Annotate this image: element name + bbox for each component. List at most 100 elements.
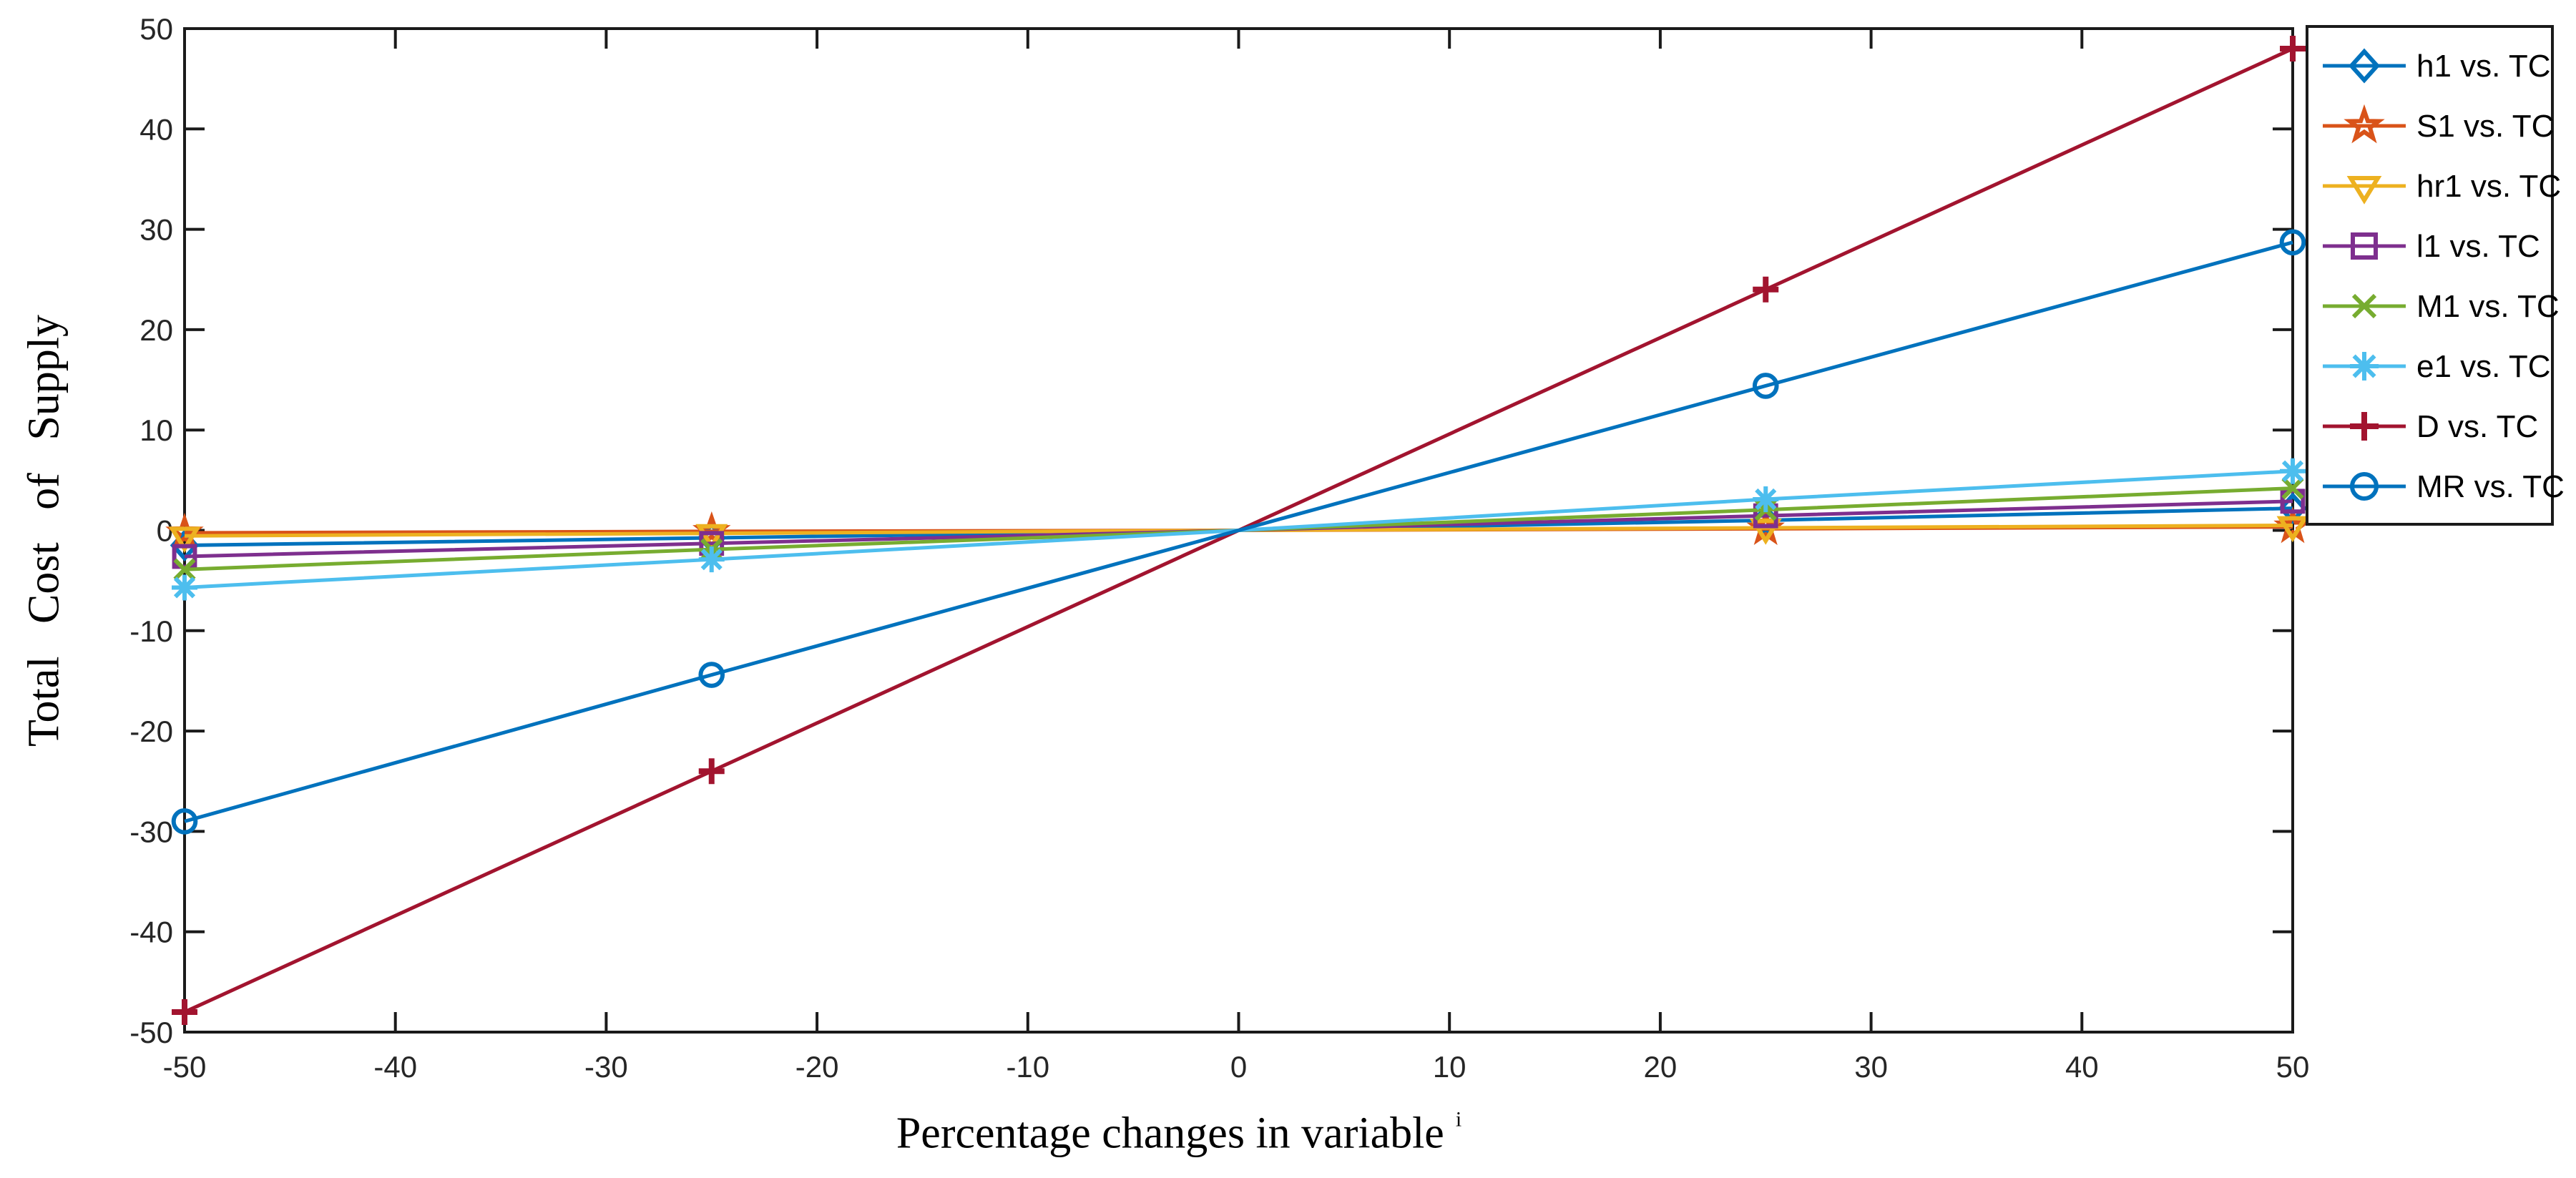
data-marker <box>1753 276 1779 303</box>
plus-glyph <box>2280 36 2306 62</box>
square-glyph <box>2351 232 2378 260</box>
x-axis-label-subscript: i <box>1455 1107 1462 1132</box>
legend-marker <box>2351 232 2378 260</box>
legend-label: S1 vs. TC <box>2416 109 2554 144</box>
x-tick-label: 20 <box>1644 1050 1678 1084</box>
x-tick-label: -40 <box>373 1050 417 1084</box>
data-marker <box>2280 458 2306 484</box>
data-marker <box>698 546 725 573</box>
pentagram-glyph <box>2344 104 2385 144</box>
triangle-down-glyph <box>2276 516 2309 543</box>
circle-glyph <box>1752 373 1779 399</box>
legend-marker <box>2351 293 2377 319</box>
data-marker <box>1753 486 1779 513</box>
y-tick-label: 0 <box>157 514 173 548</box>
x-glyph <box>173 558 196 581</box>
triangle-down-glyph <box>2346 176 2382 205</box>
legend-marker <box>2350 472 2379 501</box>
plus-glyph <box>172 998 197 1025</box>
y-tick-label: 30 <box>139 213 173 247</box>
x-tick-label: -50 <box>163 1050 207 1084</box>
plus-glyph <box>1753 276 1779 303</box>
x-tick-label: 30 <box>1854 1050 1888 1084</box>
y-tick-label: -10 <box>129 614 173 648</box>
legend-marker <box>2344 104 2385 144</box>
legend: h1 vs. TC S1 vs. TC hr1 vs. TC l1 vs. TC M1 … <box>2306 25 2565 526</box>
diamond-glyph <box>2278 492 2308 525</box>
legend-marker <box>2348 48 2381 84</box>
data-marker <box>172 574 197 601</box>
circle-glyph <box>698 662 725 688</box>
plus-glyph <box>2350 412 2379 441</box>
circle-glyph <box>171 808 198 835</box>
legend-item: e1 vs. TC <box>2323 349 2550 384</box>
triangle-down-glyph <box>168 526 201 553</box>
data-marker <box>168 526 201 553</box>
legend-label: e1 vs. TC <box>2416 349 2550 384</box>
data-marker <box>695 524 728 551</box>
y-tick-label: -30 <box>129 815 173 848</box>
triangle-down-glyph <box>695 524 728 551</box>
plus-glyph <box>698 758 725 785</box>
y-tick-label: 40 <box>139 112 173 146</box>
asterisk-glyph <box>172 574 197 601</box>
legend-item: h1 vs. TC <box>2323 48 2550 84</box>
legend-item: M1 vs. TC <box>2323 289 2560 324</box>
data-marker <box>698 758 725 785</box>
legend-label: hr1 vs. TC <box>2416 169 2561 204</box>
legend-label: h1 vs. TC <box>2416 49 2550 84</box>
circle-glyph <box>2350 472 2379 501</box>
data-marker <box>2279 229 2306 256</box>
data-marker <box>2278 492 2308 525</box>
data-marker <box>172 998 197 1025</box>
y-tick-label: -40 <box>129 916 173 949</box>
circle-glyph <box>2279 229 2306 256</box>
x-axis-label: Percentage changes in variable i <box>896 1107 1462 1159</box>
diamond-glyph <box>2348 48 2381 84</box>
data-marker <box>171 808 198 835</box>
x-glyph <box>2281 476 2304 500</box>
triangle-down-glyph <box>1749 519 1782 545</box>
legend-item: hr1 vs. TC <box>2323 169 2561 205</box>
x-tick-label: -20 <box>795 1050 839 1084</box>
x-tick-label: 10 <box>1433 1050 1466 1084</box>
x-axis-label-text: Percentage changes in variable <box>896 1109 1444 1158</box>
legend-marker <box>2346 176 2382 205</box>
data-marker <box>2281 476 2304 500</box>
legend-item: D vs. TC <box>2323 409 2538 444</box>
x-tick-label: 0 <box>1230 1050 1247 1084</box>
x-tick-label: -30 <box>584 1050 628 1084</box>
data-marker <box>2276 516 2309 543</box>
asterisk-glyph <box>2350 352 2379 381</box>
legend-marker <box>2350 412 2379 441</box>
x-tick-label: 40 <box>2065 1050 2099 1084</box>
legend-label: MR vs. TC <box>2416 469 2565 504</box>
data-marker <box>1749 519 1782 545</box>
data-marker <box>1752 373 1779 399</box>
y-tick-label: 50 <box>139 12 173 46</box>
legend-label: D vs. TC <box>2416 409 2538 444</box>
legend-label: M1 vs. TC <box>2416 289 2560 324</box>
asterisk-glyph <box>698 546 725 573</box>
series-MR <box>171 229 2306 835</box>
y-tick-label: -20 <box>129 715 173 748</box>
legend-item: S1 vs. TC <box>2323 104 2554 144</box>
x-glyph <box>2351 293 2377 319</box>
series-line <box>184 240 2293 823</box>
legend-item: MR vs. TC <box>2323 469 2565 504</box>
asterisk-glyph <box>1753 486 1779 513</box>
y-tick-label: 20 <box>139 313 173 347</box>
x-tick-label: 50 <box>2276 1050 2310 1084</box>
legend-item: l1 vs. TC <box>2323 229 2540 264</box>
y-tick-label: -50 <box>129 1016 173 1049</box>
data-marker <box>173 558 196 581</box>
asterisk-glyph <box>2280 458 2306 484</box>
legend-box <box>2306 25 2554 526</box>
x-tick-label: -10 <box>1006 1050 1049 1084</box>
legend-marker <box>2350 352 2379 381</box>
y-tick-label: 10 <box>139 413 173 447</box>
data-marker <box>2280 36 2306 62</box>
legend-label: l1 vs. TC <box>2416 229 2540 264</box>
